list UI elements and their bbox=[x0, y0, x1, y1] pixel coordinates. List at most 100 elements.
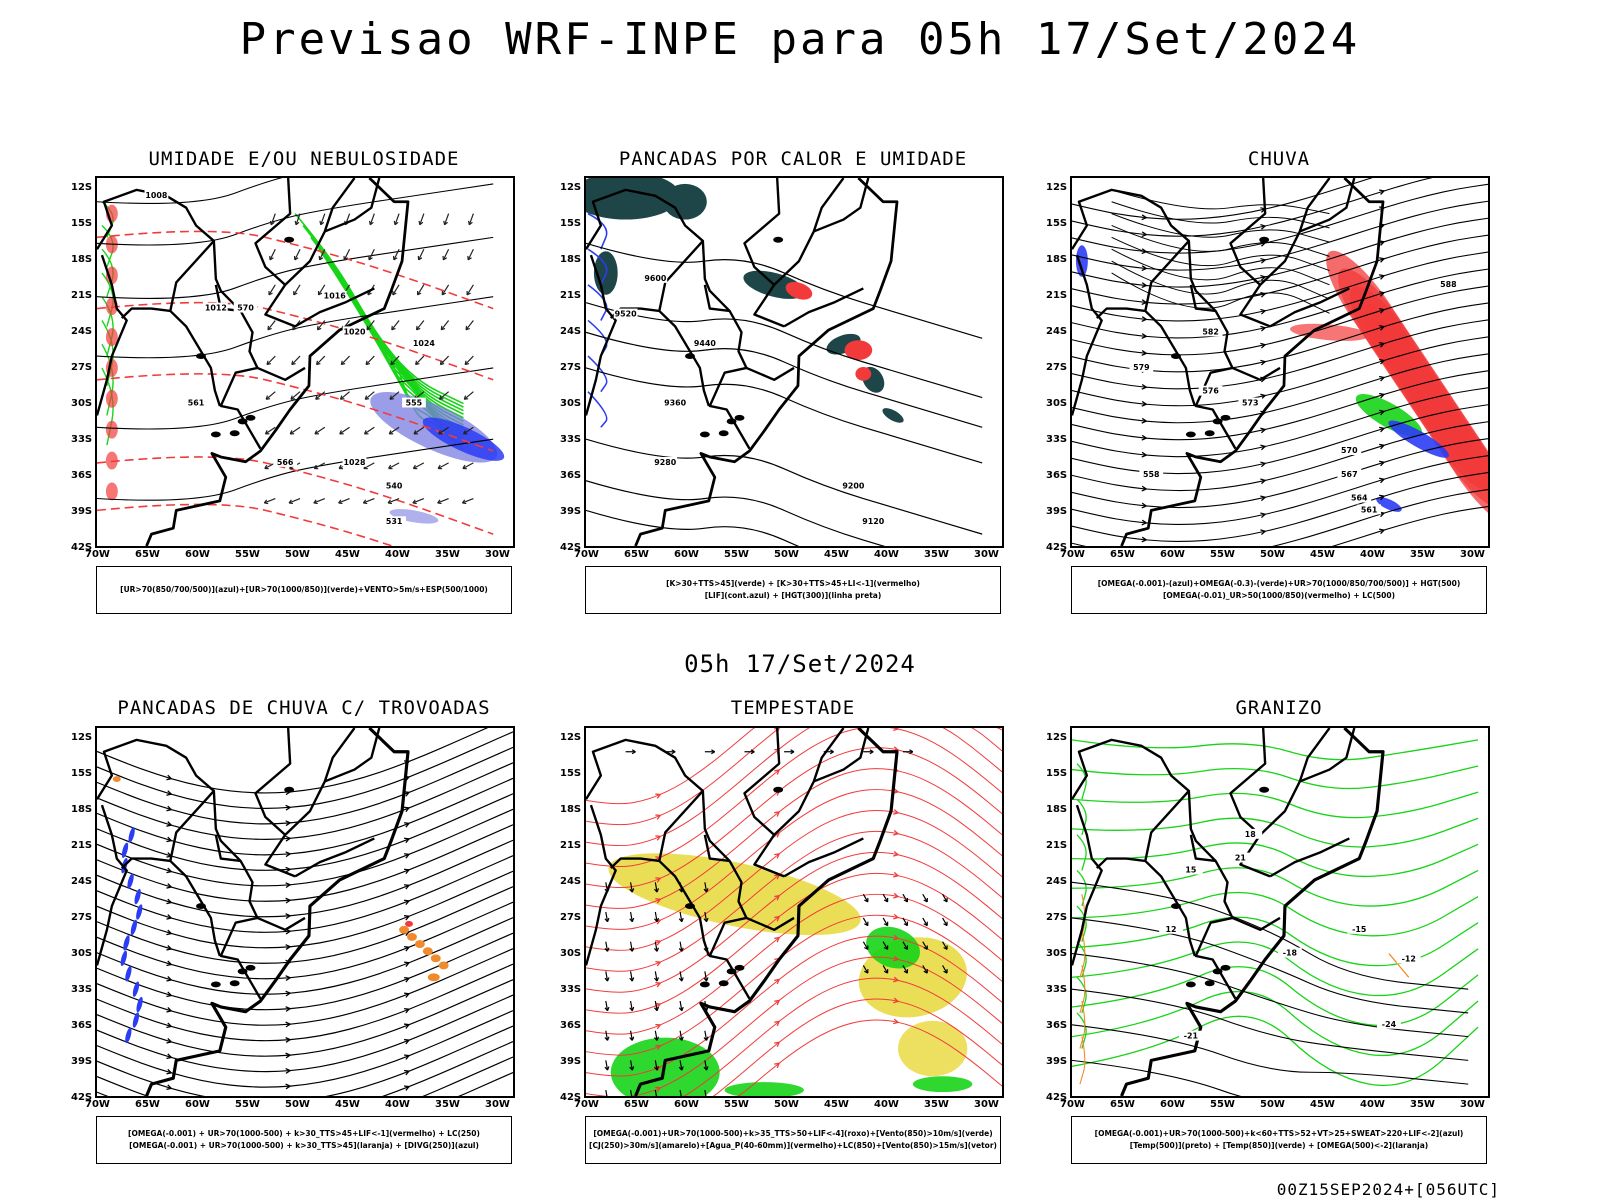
wind-vector-head bbox=[790, 749, 795, 755]
geopotential-label: 9360 bbox=[664, 399, 687, 408]
lat-tick-label: 33S bbox=[1046, 984, 1068, 995]
streamline bbox=[97, 855, 513, 933]
streamline-arrow bbox=[1141, 265, 1148, 272]
lon-tick-label: 30W bbox=[485, 549, 510, 560]
streamline-arrow bbox=[166, 1006, 173, 1013]
streamline-arrow bbox=[404, 899, 411, 906]
thickness-line-red bbox=[97, 373, 494, 452]
red-dashed-cluster bbox=[105, 420, 118, 439]
lat-tick-label: 36S bbox=[560, 470, 582, 481]
lat-tick-label: 33S bbox=[560, 984, 582, 995]
streamline-arrow bbox=[774, 852, 781, 859]
wind-vector bbox=[922, 941, 928, 950]
unstable-area-red bbox=[855, 366, 872, 381]
political-border bbox=[609, 857, 660, 869]
wind-vector bbox=[462, 462, 474, 470]
wind-vector bbox=[318, 284, 326, 296]
geopotential-contour bbox=[1111, 213, 1330, 243]
map-trovoadas bbox=[95, 726, 515, 1098]
streamline-arrow bbox=[166, 1053, 173, 1060]
contour-label-bg bbox=[841, 480, 866, 491]
streamline-arrow bbox=[1141, 400, 1148, 407]
wind-vector-head bbox=[266, 360, 272, 366]
political-border bbox=[1144, 240, 1196, 407]
streamline-arrow bbox=[1260, 444, 1267, 451]
wind-vector bbox=[654, 882, 658, 893]
contour-label-bg bbox=[1198, 326, 1223, 337]
coastline bbox=[1120, 178, 1385, 546]
political-border bbox=[324, 178, 381, 233]
wind-vector-head bbox=[829, 749, 834, 755]
political-border bbox=[214, 834, 241, 863]
wind-vector bbox=[629, 1089, 633, 1096]
lat-tick-label: 39S bbox=[71, 1056, 93, 1067]
wind-vector bbox=[654, 1060, 658, 1071]
wind-vector-head bbox=[604, 917, 610, 923]
wind-vector-head bbox=[412, 464, 418, 470]
lat-tick-label: 21S bbox=[71, 290, 93, 301]
streamline-arrow bbox=[1141, 502, 1148, 509]
wind-vector bbox=[391, 320, 400, 331]
streamline-arrow bbox=[1141, 417, 1148, 424]
lat-tick-label: 30S bbox=[560, 948, 582, 959]
geopotential-label: 558 bbox=[1143, 470, 1160, 479]
wind-vector-head bbox=[864, 921, 869, 927]
lat-tick-label: 33S bbox=[71, 984, 93, 995]
isobar bbox=[97, 438, 494, 501]
geopotential-label: 579 bbox=[1133, 363, 1150, 372]
wind-vector bbox=[320, 213, 326, 225]
map-tempestade bbox=[584, 726, 1004, 1098]
wind-vector-head bbox=[864, 969, 869, 974]
wind-vector-head bbox=[387, 499, 393, 505]
contour-label-bg bbox=[613, 308, 638, 319]
contour-label-bg bbox=[1129, 362, 1154, 372]
wind-vector bbox=[704, 1060, 708, 1071]
lat-tick-label: 30S bbox=[71, 398, 93, 409]
contour-label-bg bbox=[1139, 468, 1164, 479]
wind-vector bbox=[679, 911, 683, 922]
contour-label-bg bbox=[233, 302, 258, 313]
lon-tick-label: 60W bbox=[674, 1099, 699, 1110]
political-border bbox=[1229, 728, 1267, 836]
political-border bbox=[1269, 837, 1350, 878]
wind-vector bbox=[942, 941, 948, 950]
geopotential-contour bbox=[586, 331, 983, 428]
contour-label-bg bbox=[402, 397, 426, 408]
streamline-arrow bbox=[1379, 308, 1386, 314]
streamline-arrow bbox=[1379, 274, 1386, 280]
wind-vector-head bbox=[671, 749, 676, 755]
lat-tick-label: 30S bbox=[71, 948, 93, 959]
isobar-label: 1008 bbox=[145, 191, 168, 200]
streamline bbox=[97, 824, 513, 902]
divergence-blue bbox=[127, 873, 134, 889]
lat-tick-label: 36S bbox=[71, 470, 93, 481]
political-border bbox=[753, 178, 845, 328]
temperature-label: 15 bbox=[1185, 865, 1196, 874]
streamline-arrow bbox=[774, 978, 781, 985]
lat-tick-label: 12S bbox=[1046, 732, 1068, 743]
geopotential-label: 9440 bbox=[694, 339, 717, 348]
political-border bbox=[169, 790, 221, 957]
lake-blob bbox=[734, 964, 745, 971]
streamline bbox=[1072, 336, 1488, 407]
divergence-blue bbox=[132, 1012, 140, 1028]
lake-blob bbox=[1204, 430, 1215, 437]
convection-area-teal bbox=[882, 408, 904, 423]
lon-tick-label: 50W bbox=[1260, 1099, 1285, 1110]
convection-orange bbox=[438, 961, 449, 970]
streamline-arrow bbox=[1141, 248, 1148, 255]
streamline-arrow bbox=[1141, 282, 1148, 289]
streamline bbox=[1072, 234, 1488, 305]
wind-vector-head bbox=[923, 921, 928, 927]
streamline-arrow bbox=[166, 914, 173, 920]
contour-label-bg bbox=[861, 516, 886, 527]
temp850-contour-green bbox=[1072, 867, 1479, 907]
wind-vector bbox=[316, 355, 326, 366]
wind-vector bbox=[413, 462, 425, 470]
divergence-blue bbox=[128, 827, 135, 843]
thickness-label: 570 bbox=[237, 304, 254, 313]
wind-vector bbox=[343, 248, 351, 261]
streamline-arrow bbox=[285, 1083, 292, 1090]
wind-vector bbox=[862, 917, 869, 926]
lat-tick-label: 15S bbox=[560, 218, 582, 229]
